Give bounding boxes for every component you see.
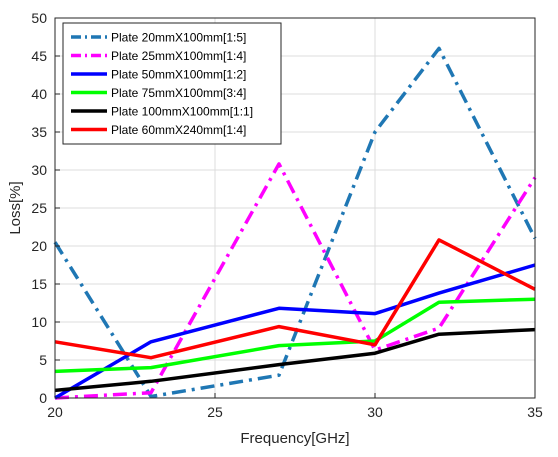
legend-entry: Plate 50mmX100mm[1:2]	[111, 68, 246, 82]
y-tick-label: 20	[31, 238, 47, 254]
y-axis-label: Loss[%]	[7, 181, 24, 234]
y-tick-label: 15	[31, 276, 47, 292]
legend-box	[62, 22, 282, 145]
legend-entry: Plate 20mmX100mm[1:5]	[111, 31, 246, 45]
series-line-1	[53, 46, 537, 399]
series-layer	[53, 46, 537, 400]
y-tick-label: 5	[39, 352, 47, 368]
x-tick-label: 30	[367, 404, 383, 420]
y-tick-label: 0	[39, 390, 47, 406]
y-tick-label: 50	[31, 10, 47, 26]
legend-entry: Plate 100mmX100mm[1:1]	[111, 105, 253, 119]
y-tick-label: 30	[31, 162, 47, 178]
series-line-5	[54, 327, 536, 393]
y-tick-label: 40	[31, 86, 47, 102]
series-line-4	[54, 297, 536, 374]
x-axis-label: Frequency[GHz]	[240, 430, 349, 447]
x-tick-label: 35	[527, 404, 543, 420]
y-tick-label: 10	[31, 314, 47, 330]
y-tick-label: 35	[31, 124, 47, 140]
legend-entry: Plate 60mmX240mm[1:4]	[111, 123, 246, 137]
y-tick-label: 25	[31, 200, 47, 216]
x-tick-label: 25	[207, 404, 223, 420]
series-line-3	[54, 263, 536, 400]
legend: Plate 20mmX100mm[1:5] Plate 25mmX100mm[1:…	[62, 22, 282, 145]
series-line-6	[54, 238, 536, 360]
y-tick-label: 45	[31, 48, 47, 64]
x-tick-label: 20	[47, 404, 63, 420]
tick-labels: 20 25 30 35 0 5 10 15 20 25 30 35 40 45 50	[31, 10, 543, 420]
series-line-2	[54, 162, 537, 400]
legend-entry: Plate 75mmX100mm[3:4]	[111, 86, 246, 100]
legend-entry: Plate 25mmX100mm[1:4]	[111, 49, 246, 63]
